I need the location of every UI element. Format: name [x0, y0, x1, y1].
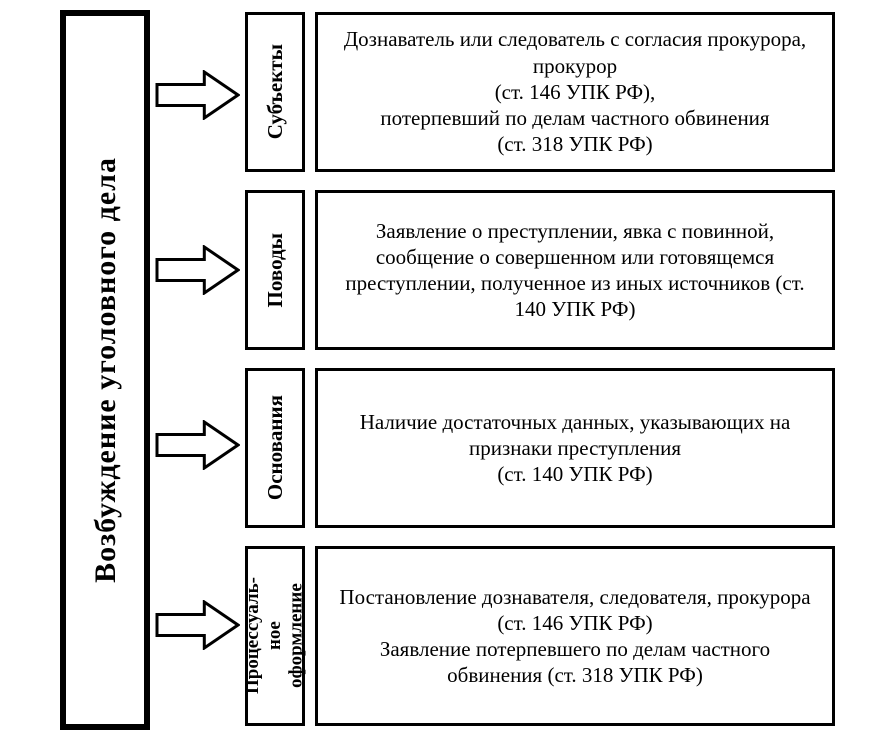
content-box: Постановление дознавателя, следователя, …: [315, 546, 835, 726]
content-text: Наличие достаточных данных, указывающих …: [330, 409, 820, 488]
content-text: Заявление о преступлении, явка с повинно…: [330, 218, 820, 323]
arrow-icon: [155, 420, 240, 470]
category-box: Субъекты: [245, 12, 305, 172]
main-title: Возбуждение уголовного дела: [89, 157, 122, 583]
category-label: Субъекты: [263, 44, 287, 139]
category-box: Основания: [245, 368, 305, 528]
content-box: Заявление о преступлении, явка с повинно…: [315, 190, 835, 350]
arrow-icon: [155, 600, 240, 650]
main-title-box: Возбуждение уголовного дела: [60, 10, 150, 730]
category-label: Основания: [263, 395, 287, 500]
category-box: Процессуаль- ное оформление: [245, 546, 305, 726]
content-box: Дознаватель или следователь с согласия п…: [315, 12, 835, 172]
category-label: Процессуаль- ное оформление: [242, 577, 308, 694]
content-text: Постановление дознавателя, следователя, …: [330, 584, 820, 689]
category-label: Поводы: [263, 233, 287, 307]
arrow-icon: [155, 245, 240, 295]
arrow-icon: [155, 70, 240, 120]
category-box: Поводы: [245, 190, 305, 350]
content-box: Наличие достаточных данных, указывающих …: [315, 368, 835, 528]
content-text: Дознаватель или следователь с согласия п…: [330, 26, 820, 157]
